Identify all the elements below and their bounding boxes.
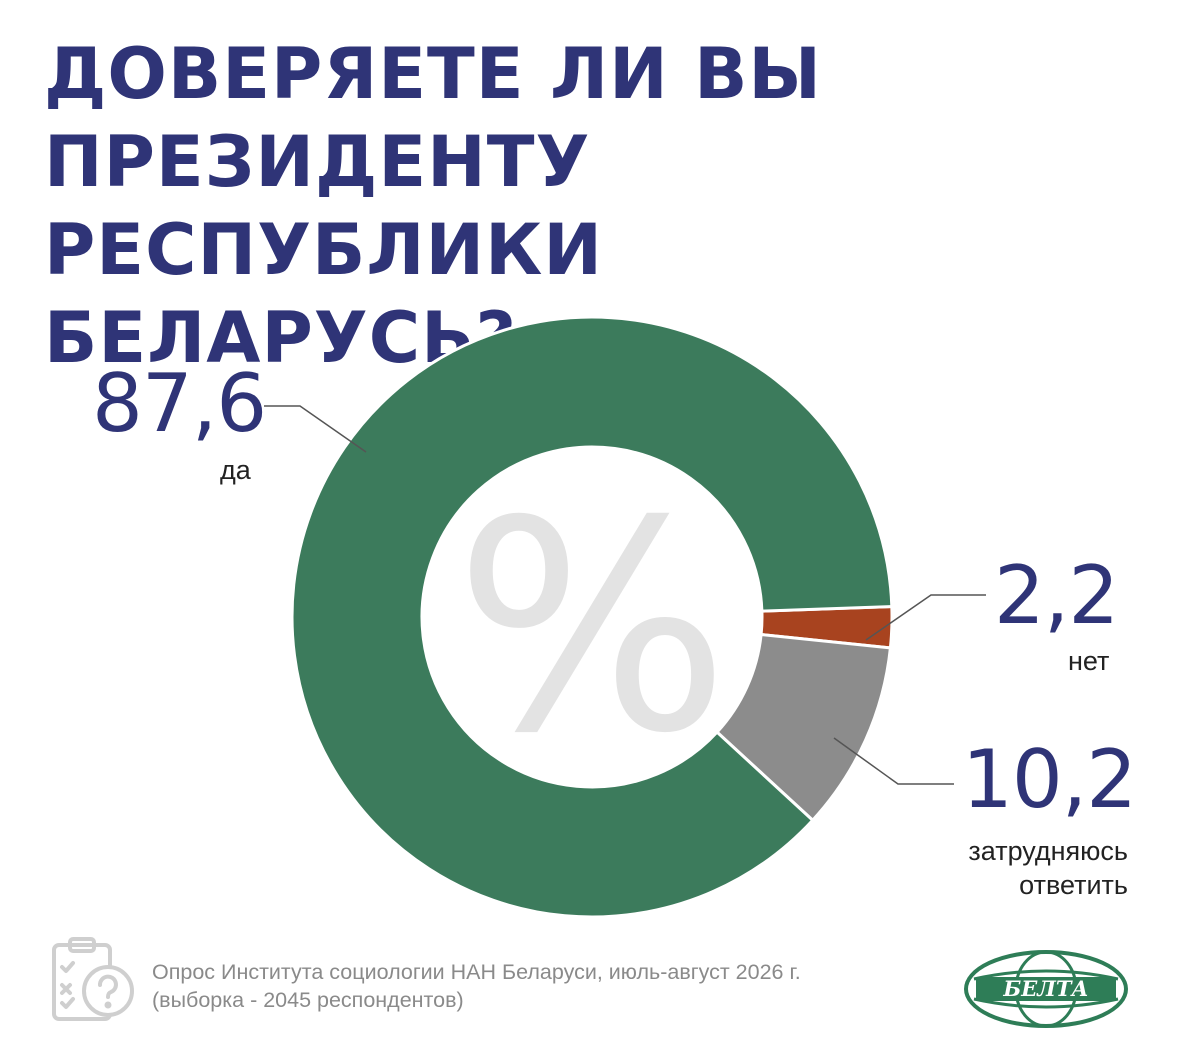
category-label-no: нет (1068, 646, 1110, 676)
category-label-unsure: затрудняюсь ответить (930, 834, 1128, 902)
value-label-unsure: 10,2 (962, 733, 1137, 826)
clipboard-survey-icon (52, 937, 134, 1021)
slice-yes (290, 315, 894, 919)
leader-line-no (865, 594, 986, 641)
value-label-yes: 87,6 (92, 357, 267, 450)
footer-line-2: (выборка - 2045 респондентов) (152, 988, 464, 1012)
category-label-unsure-line2: ответить (1019, 870, 1128, 900)
title-line-1: ДОВЕРЯЕТЕ ЛИ ВЫ (44, 33, 822, 115)
survey-source-note: Опрос Института социологии НАН Беларуси,… (152, 958, 801, 1014)
belta-logo: БЕЛТА (964, 950, 1128, 1028)
leader-line-yes (264, 405, 367, 453)
footer-line-1: Опрос Института социологии НАН Беларуси,… (152, 960, 801, 984)
percent-symbol-icon: % (454, 460, 730, 797)
value-label-no: 2,2 (994, 549, 1119, 642)
globe-logo-icon (964, 950, 1128, 1028)
page-title: ДОВЕРЯЕТЕ ЛИ ВЫ ПРЕЗИДЕНТУ РЕСПУБЛИКИ БЕ… (44, 30, 1154, 382)
chart-slices (290, 315, 894, 919)
category-label-unsure-line1: затрудняюсь (968, 836, 1128, 866)
leader-lines (264, 405, 986, 785)
category-label-yes: да (220, 455, 251, 485)
leader-line-unsure (833, 737, 954, 785)
title-line-2: ПРЕЗИДЕНТУ РЕСПУБЛИКИ (44, 121, 603, 291)
logo-text: БЕЛТА (1002, 976, 1088, 1001)
